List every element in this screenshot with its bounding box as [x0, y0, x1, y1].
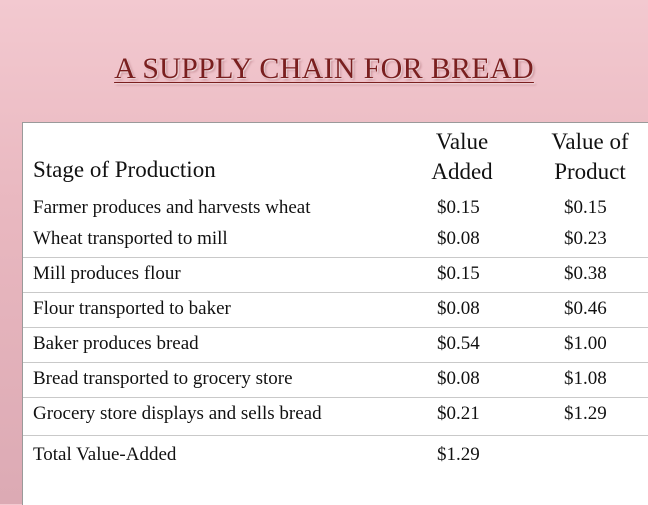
row-value-product: $1.00: [564, 333, 607, 354]
row-value-product: $1.08: [564, 368, 607, 389]
header-value-added: Value Added: [407, 127, 517, 187]
row-stage: Farmer produces and harvests wheat: [33, 197, 311, 218]
row-stage: Bread transported to grocery store: [33, 368, 293, 389]
row-value-product: $0.46: [564, 298, 607, 319]
row-divider: [23, 435, 648, 436]
row-value-product: $0.23: [564, 228, 607, 249]
row-value-added: $0.21: [437, 403, 480, 424]
slide-title: A SUPPLY CHAIN FOR BREAD: [114, 52, 534, 85]
header-value-added-line2: Added: [431, 159, 493, 184]
row-value-product: $1.29: [564, 403, 607, 424]
row-stage: Baker produces bread: [33, 333, 199, 354]
row-divider: [23, 397, 648, 398]
total-label: Total Value-Added: [33, 444, 177, 465]
header-stage: Stage of Production: [33, 157, 216, 182]
total-value: $1.29: [437, 444, 480, 465]
row-stage: Grocery store displays and sells bread: [33, 403, 322, 424]
row-value-added: $0.54: [437, 333, 480, 354]
row-stage: Wheat transported to mill: [33, 228, 228, 249]
header-value-added-line1: Value: [435, 129, 489, 154]
row-stage: Mill produces flour: [33, 263, 181, 284]
row-value-added: $0.08: [437, 368, 480, 389]
row-divider: [23, 292, 648, 293]
row-value-product: $0.15: [564, 197, 607, 218]
row-value-added: $0.08: [437, 228, 480, 249]
header-value-product: Value of Product: [531, 127, 648, 187]
row-value-added: $0.15: [437, 263, 480, 284]
row-value-added: $0.08: [437, 298, 480, 319]
row-divider: [23, 362, 648, 363]
row-value-added: $0.15: [437, 197, 480, 218]
page-number: 71: [608, 476, 622, 490]
header-value-product-line1: Value of: [551, 129, 629, 154]
row-value-product: $0.38: [564, 263, 607, 284]
row-divider: [23, 257, 648, 258]
header-value-product-line2: Product: [554, 159, 626, 184]
row-stage: Flour transported to baker: [33, 298, 231, 319]
row-divider: [23, 327, 648, 328]
supply-chain-table: Stage of Production Value Added Value of…: [22, 122, 648, 505]
